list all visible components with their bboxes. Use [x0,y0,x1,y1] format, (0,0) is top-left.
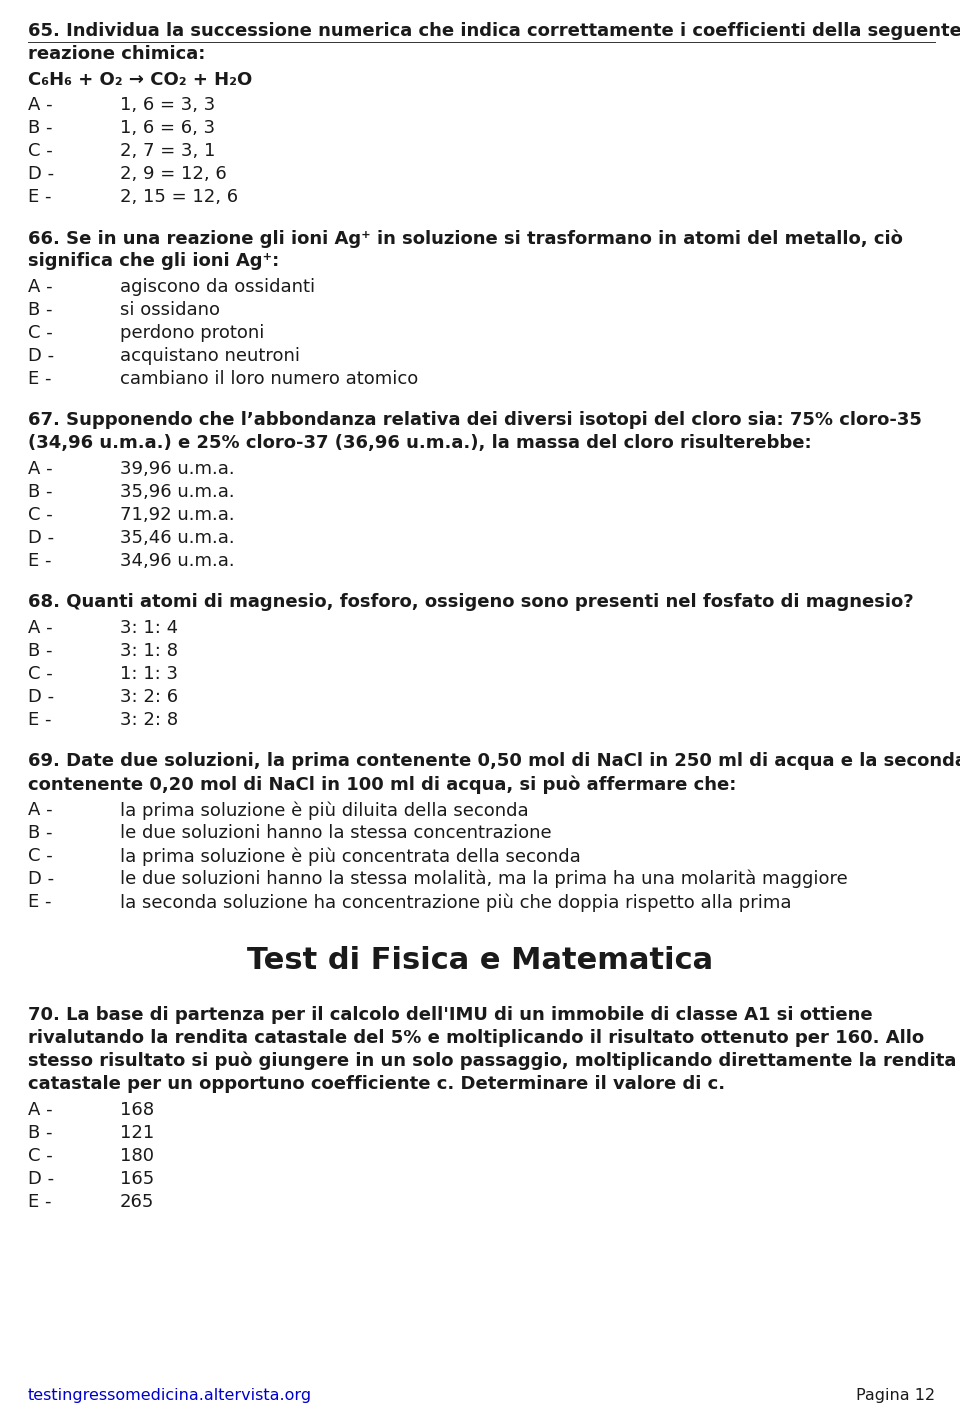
Text: A -: A - [28,278,53,297]
Text: 168: 168 [120,1101,155,1119]
Text: B -: B - [28,824,53,841]
Text: 2, 15 = 12, 6: 2, 15 = 12, 6 [120,188,238,205]
Text: E -: E - [28,1194,52,1211]
Text: stesso risultato si può giungere in un solo passaggio, moltiplicando direttament: stesso risultato si può giungere in un s… [28,1052,956,1071]
Text: agiscono da ossidanti: agiscono da ossidanti [120,278,315,297]
Text: A -: A - [28,619,53,637]
Text: C₆H₆ + O₂ → CO₂ + H₂O: C₆H₆ + O₂ → CO₂ + H₂O [28,71,252,88]
Text: 1, 6 = 3, 3: 1, 6 = 3, 3 [120,96,215,114]
Text: le due soluzioni hanno la stessa concentrazione: le due soluzioni hanno la stessa concent… [120,824,552,841]
Text: B -: B - [28,301,53,319]
Text: B -: B - [28,642,53,660]
Text: 67. Supponendo che l’abbondanza relativa dei diversi isotopi del cloro sia: 75% : 67. Supponendo che l’abbondanza relativa… [28,411,922,429]
Text: 3: 2: 6: 3: 2: 6 [120,687,179,706]
Text: C -: C - [28,143,53,160]
Text: D -: D - [28,687,54,706]
Text: 35,96 u.m.a.: 35,96 u.m.a. [120,483,234,501]
Text: significa che gli ioni Ag⁺:: significa che gli ioni Ag⁺: [28,252,279,270]
Text: 70. La base di partenza per il calcolo dell'IMU di un immobile di classe A1 si o: 70. La base di partenza per il calcolo d… [28,1005,873,1024]
Text: Test di Fisica e Matematica: Test di Fisica e Matematica [247,945,713,975]
Text: A -: A - [28,1101,53,1119]
Text: perdono protoni: perdono protoni [120,324,264,342]
Text: A -: A - [28,461,53,478]
Text: E -: E - [28,369,52,388]
Text: 265: 265 [120,1194,155,1211]
Text: D -: D - [28,1169,54,1188]
Text: Pagina 12: Pagina 12 [856,1387,935,1403]
Text: 66. Se in una reazione gli ioni Ag⁺ in soluzione si trasformano in atomi del met: 66. Se in una reazione gli ioni Ag⁺ in s… [28,230,902,248]
Text: reazione chimica:: reazione chimica: [28,46,205,63]
Text: la prima soluzione è più diluita della seconda: la prima soluzione è più diluita della s… [120,801,529,820]
Text: si ossidano: si ossidano [120,301,220,319]
Text: testingressomedicina.altervista.org: testingressomedicina.altervista.org [28,1387,312,1403]
Text: C -: C - [28,847,53,866]
Text: cambiano il loro numero atomico: cambiano il loro numero atomico [120,369,419,388]
Text: 165: 165 [120,1169,155,1188]
Text: 3: 2: 8: 3: 2: 8 [120,712,179,729]
Text: 69. Date due soluzioni, la prima contenente 0,50 mol di NaCl in 250 ml di acqua : 69. Date due soluzioni, la prima contene… [28,752,960,770]
Text: le due soluzioni hanno la stessa molalità, ma la prima ha una molarità maggiore: le due soluzioni hanno la stessa molalit… [120,870,848,888]
Text: C -: C - [28,506,53,523]
Text: D -: D - [28,529,54,548]
Text: la seconda soluzione ha concentrazione più che doppia rispetto alla prima: la seconda soluzione ha concentrazione p… [120,893,791,911]
Text: 1, 6 = 6, 3: 1, 6 = 6, 3 [120,118,215,137]
Text: 71,92 u.m.a.: 71,92 u.m.a. [120,506,234,523]
Text: D -: D - [28,347,54,365]
Text: 121: 121 [120,1124,155,1142]
Text: E -: E - [28,188,52,205]
Text: 1: 1: 3: 1: 1: 3 [120,665,178,683]
Text: C -: C - [28,324,53,342]
Text: 3: 1: 4: 3: 1: 4 [120,619,179,637]
Text: 2, 7 = 3, 1: 2, 7 = 3, 1 [120,143,215,160]
Text: D -: D - [28,870,54,888]
Text: B -: B - [28,118,53,137]
Text: acquistano neutroni: acquistano neutroni [120,347,300,365]
Text: 3: 1: 8: 3: 1: 8 [120,642,178,660]
Text: D -: D - [28,165,54,183]
Text: rivalutando la rendita catastale del 5% e moltiplicando il risultato ottenuto pe: rivalutando la rendita catastale del 5% … [28,1030,924,1047]
Text: 35,46 u.m.a.: 35,46 u.m.a. [120,529,234,548]
Text: B -: B - [28,483,53,501]
Text: C -: C - [28,1147,53,1165]
Text: E -: E - [28,712,52,729]
Text: 180: 180 [120,1147,154,1165]
Text: 68. Quanti atomi di magnesio, fosforo, ossigeno sono presenti nel fosfato di mag: 68. Quanti atomi di magnesio, fosforo, o… [28,593,914,610]
Text: E -: E - [28,893,52,911]
Text: 39,96 u.m.a.: 39,96 u.m.a. [120,461,234,478]
Text: C -: C - [28,665,53,683]
Text: A -: A - [28,801,53,819]
Text: E -: E - [28,552,52,570]
Text: contenente 0,20 mol di NaCl in 100 ml di acqua, si può affermare che:: contenente 0,20 mol di NaCl in 100 ml di… [28,774,736,793]
Text: 65. Individua la successione numerica che indica correttamente i coefficienti de: 65. Individua la successione numerica ch… [28,21,960,40]
Text: 34,96 u.m.a.: 34,96 u.m.a. [120,552,234,570]
Text: B -: B - [28,1124,53,1142]
Text: catastale per un opportuno coefficiente c. Determinare il valore di c.: catastale per un opportuno coefficiente … [28,1075,725,1092]
Text: A -: A - [28,96,53,114]
Text: 2, 9 = 12, 6: 2, 9 = 12, 6 [120,165,227,183]
Text: (34,96 u.m.a.) e 25% cloro-37 (36,96 u.m.a.), la massa del cloro risulterebbe:: (34,96 u.m.a.) e 25% cloro-37 (36,96 u.m… [28,434,811,452]
Text: la prima soluzione è più concentrata della seconda: la prima soluzione è più concentrata del… [120,847,581,866]
